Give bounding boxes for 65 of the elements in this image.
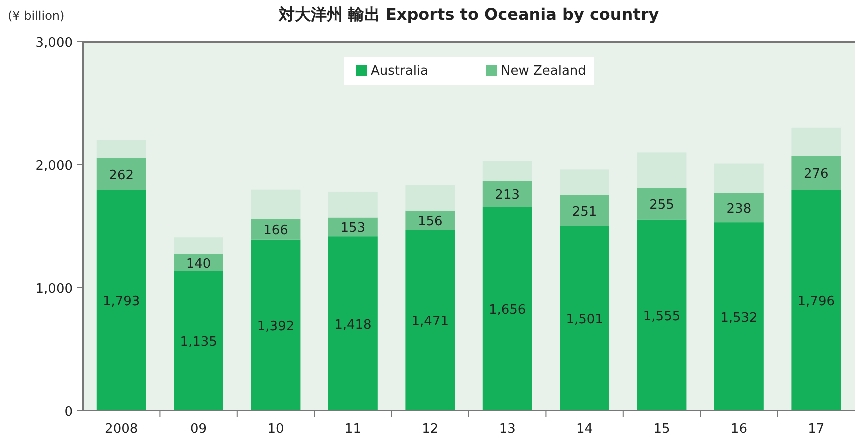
- data-label: 140: [186, 256, 212, 272]
- y-tick-label: 2,000: [36, 159, 73, 174]
- bar: [251, 240, 301, 411]
- data-label: 262: [109, 168, 134, 184]
- bar: [714, 193, 764, 223]
- bar: [251, 190, 301, 220]
- bar: [328, 236, 378, 411]
- bar: [637, 188, 687, 220]
- bar: [174, 271, 224, 411]
- data-label: 1,471: [412, 314, 450, 330]
- bar: [560, 196, 610, 226]
- bar: [174, 254, 224, 272]
- x-tick-label: 10: [268, 422, 284, 437]
- data-label: 1,532: [720, 310, 758, 326]
- data-label: 1,656: [488, 303, 526, 318]
- bar: [406, 185, 456, 211]
- data-label: 156: [418, 214, 443, 230]
- x-tick-label: 14: [576, 422, 594, 437]
- bar: [637, 152, 687, 188]
- data-label: 1,793: [102, 294, 140, 310]
- data-label: 213: [495, 188, 520, 204]
- bar: [482, 161, 532, 182]
- data-label: 1,392: [257, 319, 295, 334]
- bar: [792, 128, 842, 156]
- y-axis-title: (¥ billion): [8, 9, 65, 23]
- data-label: 1,418: [334, 318, 372, 333]
- bar: [792, 190, 842, 411]
- y-tick-label: 3,000: [36, 36, 73, 51]
- data-label: 1,135: [180, 335, 218, 350]
- bar: [406, 230, 456, 411]
- legend-label: New Zealand: [501, 64, 586, 79]
- bar: [96, 190, 146, 411]
- bar: [792, 156, 842, 190]
- data-label: 255: [650, 198, 674, 214]
- x-tick-label: 11: [344, 422, 362, 437]
- bar: [328, 192, 378, 218]
- bar: [714, 164, 764, 194]
- bar: [482, 181, 532, 208]
- data-label: 1,796: [798, 294, 836, 310]
- data-label: 238: [726, 202, 752, 217]
- data-label: 1,555: [643, 309, 681, 324]
- x-tick-label: 15: [654, 422, 670, 437]
- x-tick-label: 12: [422, 422, 439, 437]
- x-tick-label: 13: [499, 422, 516, 437]
- y-tick-label: 0: [64, 405, 73, 420]
- data-label: 276: [804, 167, 829, 182]
- bar: [174, 238, 224, 254]
- x-tick-label: 16: [730, 422, 748, 437]
- x-tick-label: 17: [808, 422, 825, 437]
- y-tick-label: 1,000: [36, 282, 73, 297]
- bar: [560, 226, 610, 411]
- bar: [482, 207, 532, 411]
- legend-label: Australia: [371, 64, 429, 79]
- bar: [637, 220, 687, 411]
- x-tick-label: 09: [190, 422, 208, 437]
- data-label: 166: [264, 224, 288, 239]
- chart-title: 対大洋州 輸出 Exports to Oceania by country: [278, 5, 660, 24]
- bar: [714, 222, 764, 411]
- x-tick-label: 2008: [105, 422, 138, 437]
- data-label: 251: [572, 204, 598, 220]
- bar: [96, 158, 146, 190]
- data-label: 153: [340, 221, 366, 236]
- bar: [560, 170, 610, 196]
- data-label: 1,501: [566, 312, 604, 328]
- bar: [96, 140, 146, 158]
